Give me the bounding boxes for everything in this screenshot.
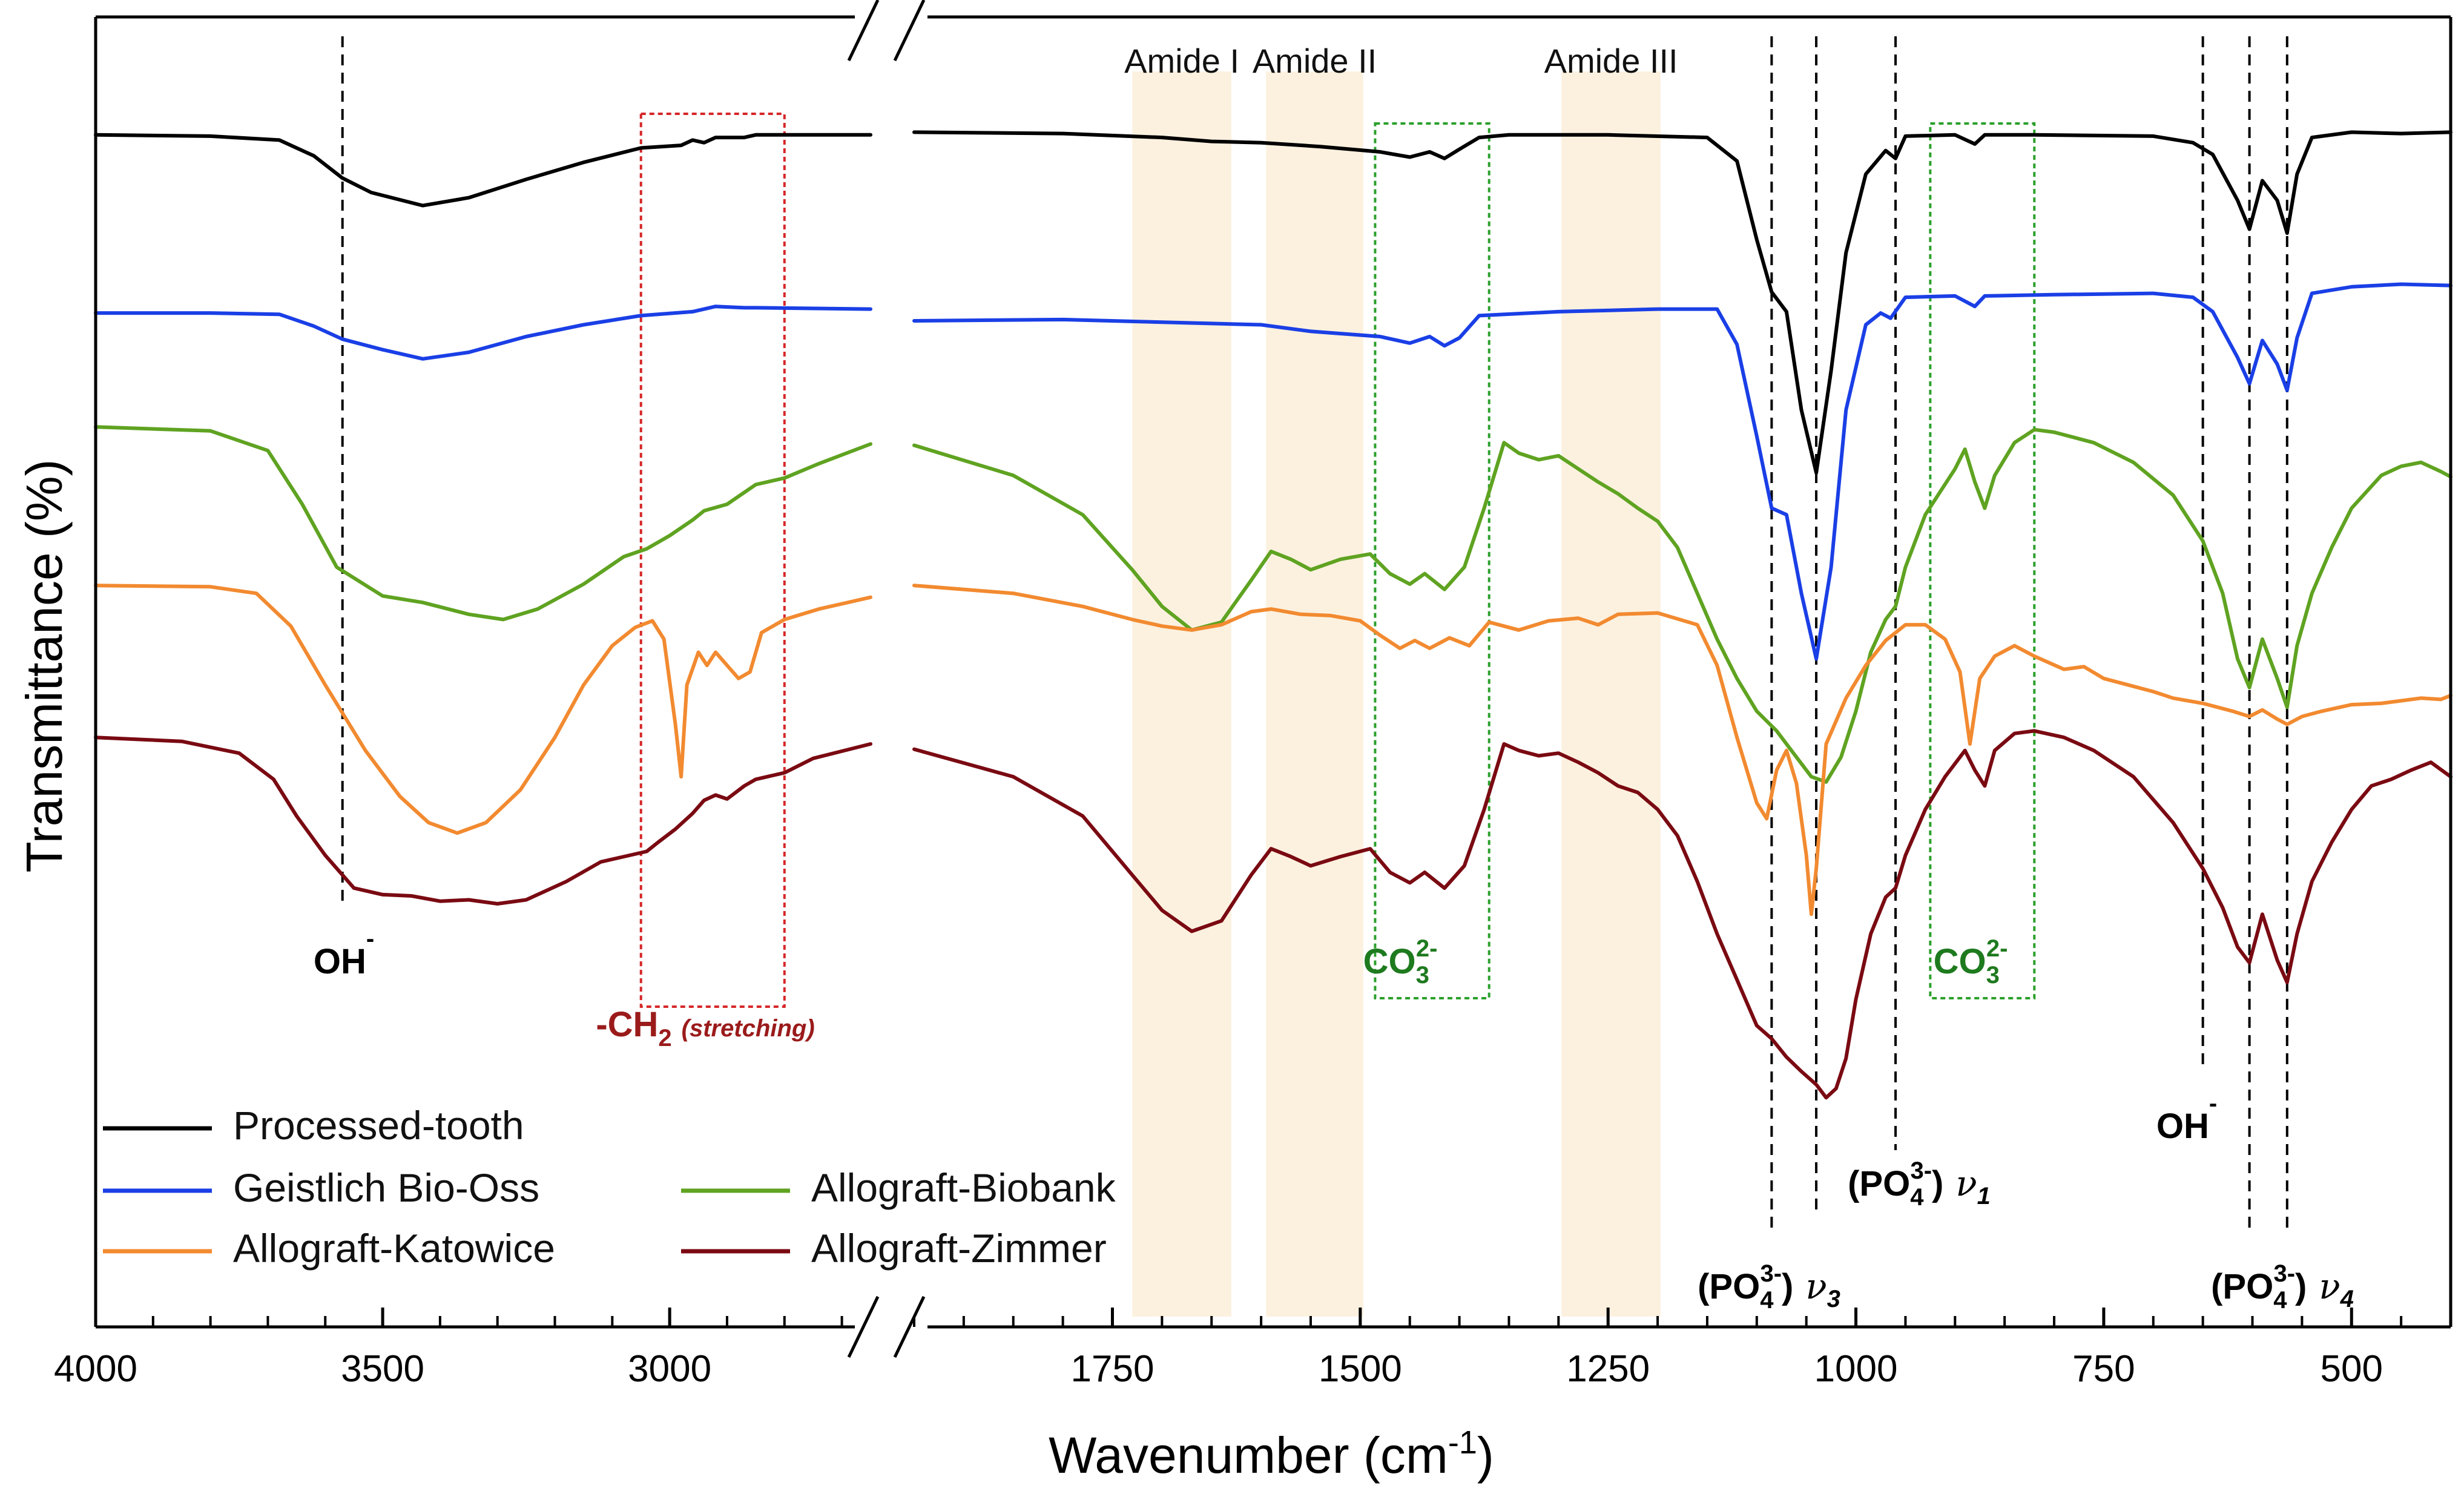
x-tick-label-1250: 1250: [1566, 1348, 1650, 1390]
series-allograft-zimmer-high: [94, 735, 872, 906]
po4-v1-annotation: (PO43-) ν1: [1848, 1157, 1991, 1211]
ch2-annotation: -CH2 (stretching): [596, 1005, 814, 1051]
band-1-label: Amide I: [1124, 42, 1239, 80]
x-axis-title: Wavenumber (cm-1): [1049, 1424, 1494, 1484]
x-tick-label-500: 500: [2321, 1348, 2383, 1390]
axis-break-top-2: [893, 0, 926, 62]
x-tick-label-4000: 4000: [54, 1348, 137, 1390]
series-processed-tooth-low: [912, 130, 2452, 475]
series-allograft-zimmer-low: [912, 729, 2452, 1100]
annotation-boxes: [639, 113, 2036, 1008]
legend-label-allograft-zimmer: Allograft-Zimmer: [811, 1226, 1107, 1271]
legend-label-geistlich-bio-oss: Geistlich Bio-Oss: [233, 1165, 539, 1210]
x-tick-label-1500: 1500: [1319, 1348, 1402, 1390]
axes: 4000 3500 3000 1750 1500 1250 1000 750 500 Wavenu…: [16, 0, 2452, 1484]
x-tick-label-750: 750: [2072, 1348, 2135, 1390]
band-3-label: Amide III: [1544, 42, 1678, 80]
x-tick-label-1750: 1750: [1071, 1348, 1155, 1390]
ch2-box: [639, 113, 786, 1008]
annotations: OH--CH2 (stretching)CO32- CO32-(PO43-) ν1(P…: [314, 926, 2354, 1314]
band-3-fill: [1561, 71, 1661, 1317]
co3_a-box: [1374, 122, 1491, 999]
legend-label-processed-tooth: Processed-tooth: [233, 1103, 524, 1148]
po4-v4-annotation: (PO43-) ν4: [2211, 1260, 2354, 1314]
po4-v3-annotation: (PO43-) ν3: [1698, 1260, 1840, 1314]
x-tick-label-3000: 3000: [628, 1348, 711, 1390]
band-2-fill: [1266, 71, 1363, 1317]
oh-annotation-high: OH-: [314, 926, 374, 981]
series-allograft-katowice-low: [912, 584, 2452, 916]
legend: Processed-tooth Geistlich Bio-Oss Allograf…: [103, 1103, 1116, 1271]
series-processed-tooth-high: [94, 133, 872, 208]
legend-label-allograft-katowice: Allograft-Katowice: [233, 1226, 555, 1271]
axis-break-bottom-1: [847, 1295, 880, 1358]
marker-lines: [341, 36, 2288, 1229]
x-tick-label-1000: 1000: [1814, 1348, 1898, 1390]
band-1-fill: [1132, 71, 1231, 1317]
co3-annotation-2: CO32-: [1934, 935, 2008, 989]
series-geistlich-bio-oss-low: [912, 282, 2452, 661]
spectra-series: [94, 130, 2452, 1100]
oh-annotation-low: OH-: [2156, 1090, 2217, 1146]
axis-break-bottom-2: [893, 1295, 926, 1358]
amide-bands: Amide I Amide II Amide III: [1124, 42, 1678, 1317]
legend-label-allograft-biobank: Allograft-Biobank: [811, 1165, 1116, 1210]
band-2-label: Amide II: [1253, 42, 1377, 80]
axis-break-top-1: [847, 0, 880, 62]
co3-annotation-1: CO32-: [1363, 935, 1438, 989]
y-axis-title: Transmittance (%): [16, 459, 73, 872]
co3_b-box: [1929, 122, 2036, 999]
series-allograft-katowice-high: [94, 584, 872, 835]
series-geistlich-bio-oss-high: [94, 304, 872, 361]
series-allograft-biobank-high: [94, 425, 872, 622]
x-tick-label-3500: 3500: [341, 1348, 424, 1390]
series-allograft-biobank-low: [912, 427, 2452, 784]
